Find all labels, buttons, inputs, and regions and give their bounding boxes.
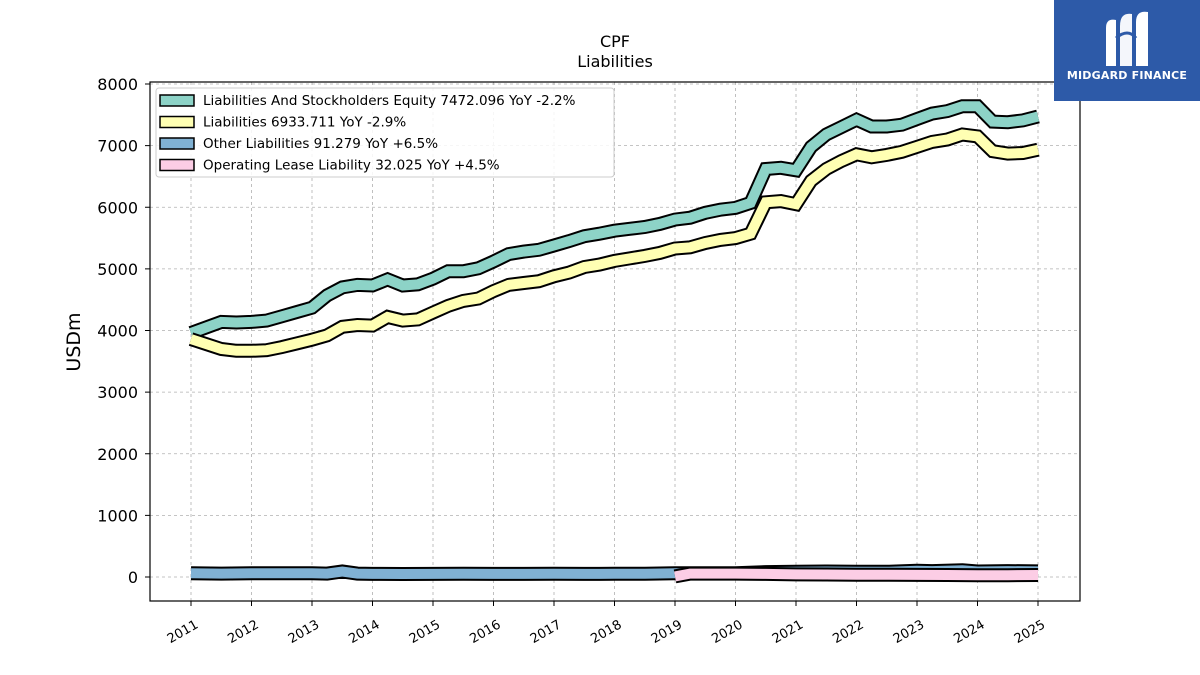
y-tick-label: 8000 xyxy=(97,75,138,94)
chart-title: CPF xyxy=(600,32,630,51)
x-tick-label: 2023 xyxy=(891,617,927,647)
x-tick-label: 2025 xyxy=(1012,617,1048,647)
brand-logo: MIDGARD FINANCE xyxy=(1054,0,1200,101)
brand-name: MIDGARD FINANCE xyxy=(1066,69,1188,82)
chart-subtitle: Liabilities xyxy=(577,52,653,71)
y-tick-label: 7000 xyxy=(97,137,138,156)
y-tick-label: 3000 xyxy=(97,383,138,402)
y-tick-label: 2000 xyxy=(97,445,138,464)
y-tick-label: 1000 xyxy=(97,506,138,525)
legend-entry-label: Liabilities 6933.711 YoY -2.9% xyxy=(203,115,406,131)
x-tick-label: 2021 xyxy=(770,617,806,647)
legend-swatch xyxy=(159,94,195,107)
x-tick-label: 2017 xyxy=(528,617,564,647)
x-tick-label: 2016 xyxy=(467,617,503,647)
legend-swatch xyxy=(159,158,195,172)
plot-frame xyxy=(149,81,1081,602)
x-tick-label: 2018 xyxy=(588,617,624,647)
y-tick-label: 4000 xyxy=(97,322,138,341)
x-tick-label: 2015 xyxy=(407,617,443,647)
legend-entry-label: Other Liabilities 91.279 YoY +6.5% xyxy=(203,136,438,152)
legend-box xyxy=(155,87,615,178)
series-line-3 xyxy=(674,568,1039,582)
y-tick-label: 6000 xyxy=(97,198,138,217)
midgard-logo-icon xyxy=(1106,11,1148,66)
legend-entry-label: Liabilities And Stockholders Equity 7472… xyxy=(203,93,576,109)
x-tick-label: 2012 xyxy=(225,617,261,647)
series-line-1 xyxy=(189,129,1040,356)
series-line-0 xyxy=(189,101,1040,338)
x-tick-label: 2019 xyxy=(649,617,685,647)
x-tick-label: 2013 xyxy=(286,617,322,647)
x-tick-label: 2020 xyxy=(709,617,745,647)
x-tick-label: 2014 xyxy=(346,617,382,647)
legend-swatch xyxy=(159,115,195,129)
x-tick-label: 2022 xyxy=(830,617,866,647)
x-tick-label: 2024 xyxy=(951,617,987,647)
legend-swatch xyxy=(159,137,195,150)
y-axis-label: USDm xyxy=(63,312,85,371)
y-tick-label: 5000 xyxy=(97,260,138,279)
x-tick-label: 2011 xyxy=(165,617,201,647)
y-tick-label: 0 xyxy=(128,568,138,587)
legend-entry-label: Operating Lease Liability 32.025 YoY +4.… xyxy=(203,158,500,174)
